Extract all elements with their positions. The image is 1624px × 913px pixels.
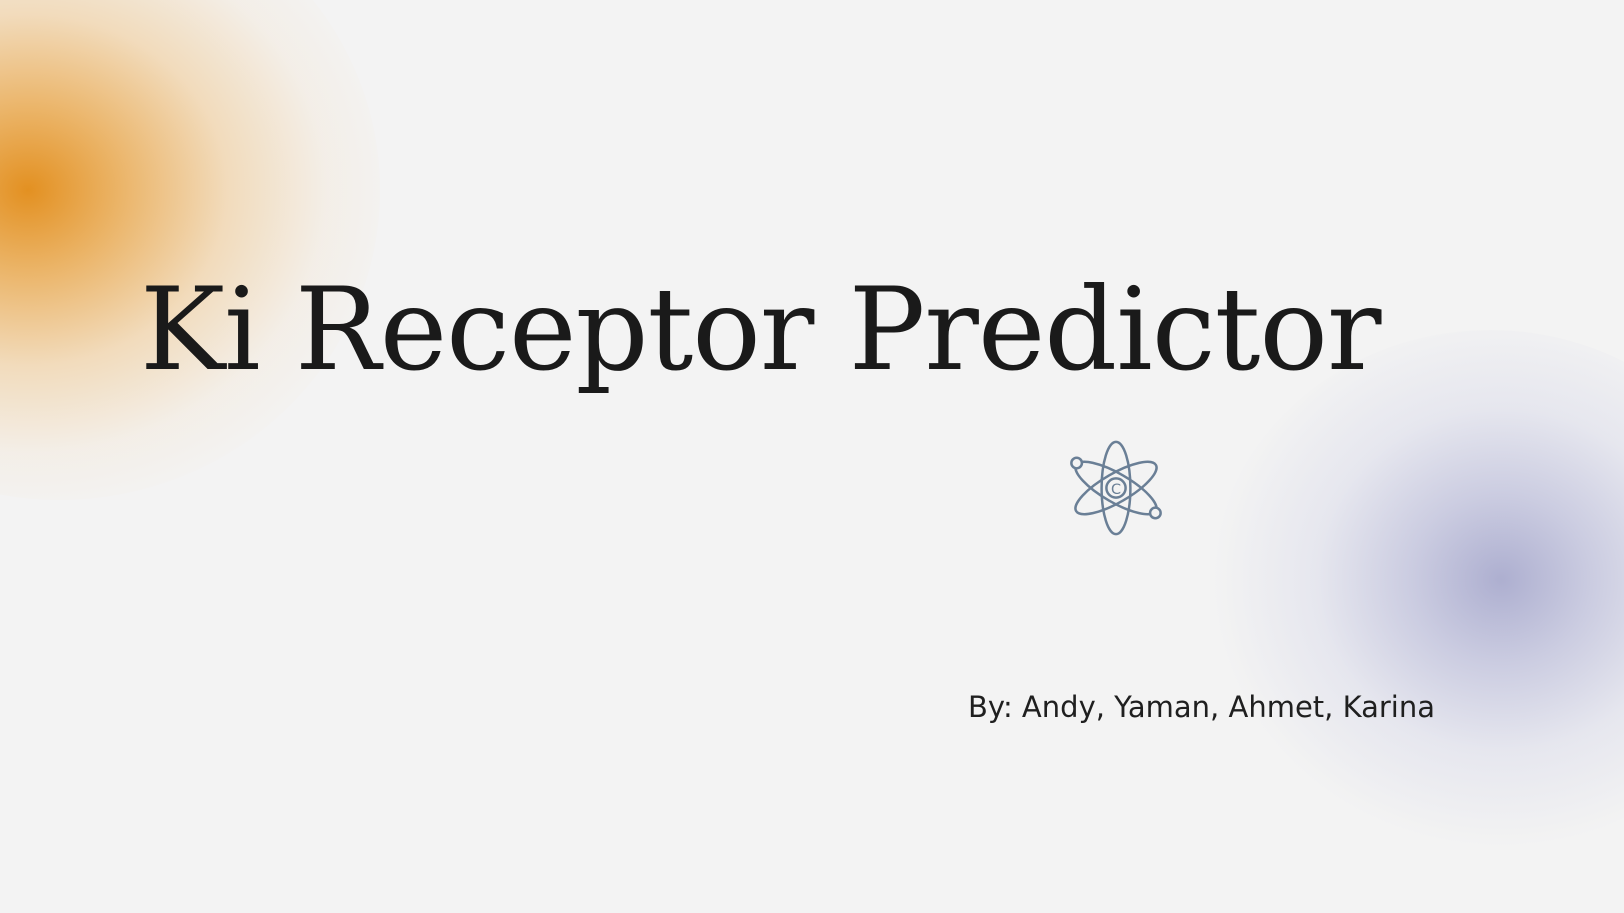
electron	[1148, 506, 1162, 520]
slide-title: Ki Receptor Predictor	[140, 263, 1382, 396]
electron-orbit	[1074, 460, 1158, 516]
electron-orbit	[1100, 440, 1132, 536]
purple-gradient-blob	[1210, 330, 1624, 850]
nucleus-label: C	[1111, 482, 1121, 498]
atom-icon-graphic: C	[1070, 440, 1162, 536]
atom-icon: C	[1068, 436, 1164, 540]
electron	[1070, 456, 1084, 470]
orange-gradient-blob	[0, 0, 380, 500]
nucleus	[1105, 477, 1127, 499]
author-byline: By: Andy, Yaman, Ahmet, Karina	[968, 690, 1436, 724]
